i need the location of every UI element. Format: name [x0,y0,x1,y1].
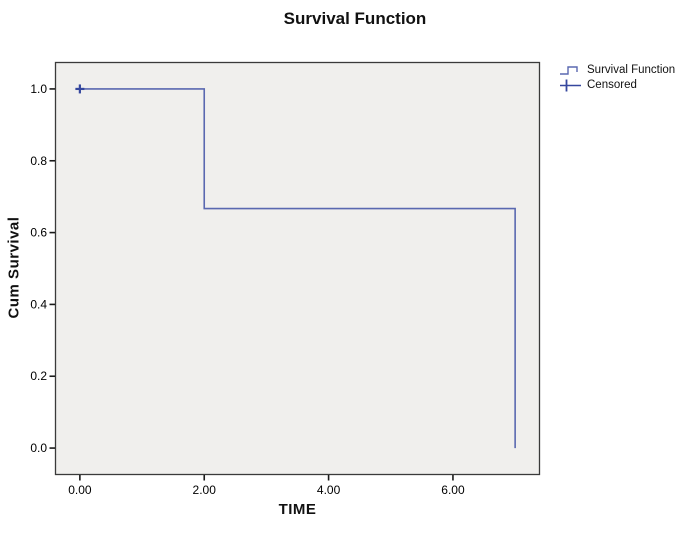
y-tick-label: 1.0 [30,82,47,96]
y-tick-label: 0.6 [30,226,47,240]
x-tick-label: 0.00 [68,483,92,497]
x-tick-label: 6.00 [441,483,465,497]
legend-item: Survival Function [560,62,675,77]
y-axis-label: Cum Survival [5,216,23,319]
x-tick-label: 2.00 [193,483,217,497]
plot-svg: 0.00 2.00 4.00 6.00 1.0 0.8 0.6 0.4 0.2 0.0 [30,61,541,497]
plus-marker-icon [560,79,581,91]
y-tick-label: 0.4 [30,297,47,311]
survival-step-line [79,88,516,449]
y-tick-label: 0.2 [30,369,47,383]
legend-item: Censored [560,77,675,92]
legend-label: Survival Function [587,63,676,76]
plot-area [54,61,541,476]
y-tick-label: 0.8 [30,154,47,168]
y-tick-label: 0.0 [30,441,47,455]
legend-label: Censored [587,78,637,91]
plot-region: 0.00 2.00 4.00 6.00 1.0 0.8 0.6 0.4 0.2 0.0 [30,61,541,497]
x-tick-label: 4.00 [317,483,341,497]
chart-title: Survival Function [283,9,427,28]
x-axis-label: TIME [278,501,317,518]
legend: Survival Function Censored [560,62,675,92]
step-line-icon [560,65,578,75]
